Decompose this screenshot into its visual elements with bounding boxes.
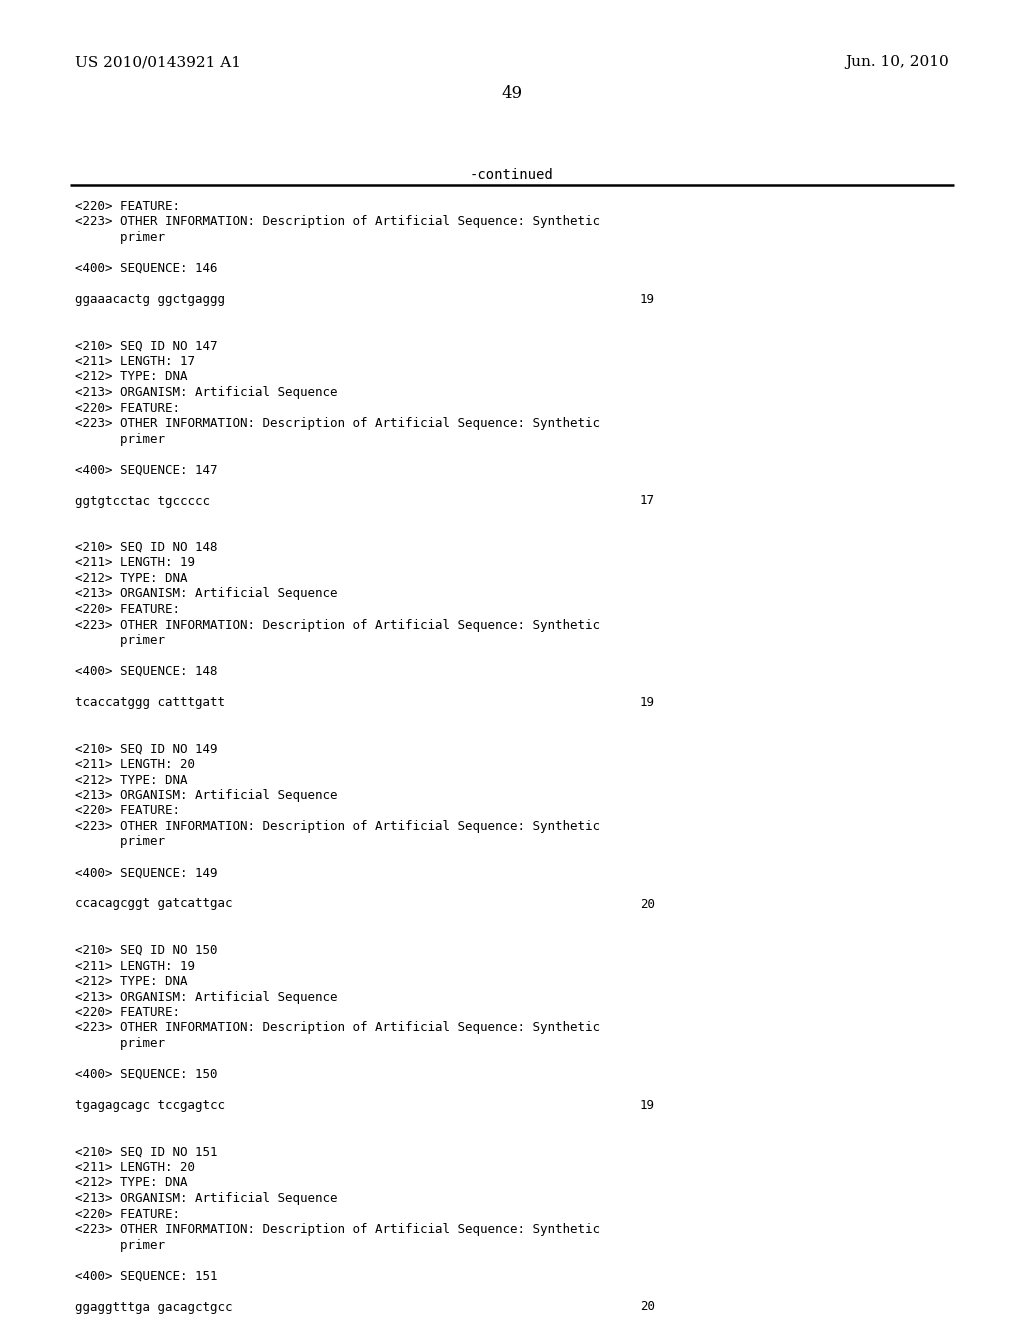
Text: 17: 17 [640, 495, 655, 507]
Text: US 2010/0143921 A1: US 2010/0143921 A1 [75, 55, 241, 69]
Text: primer: primer [75, 836, 165, 849]
Text: 19: 19 [640, 1100, 655, 1111]
Text: <211> LENGTH: 19: <211> LENGTH: 19 [75, 960, 195, 973]
Text: <220> FEATURE:: <220> FEATURE: [75, 1208, 180, 1221]
Text: 49: 49 [502, 84, 522, 102]
Text: <220> FEATURE:: <220> FEATURE: [75, 603, 180, 616]
Text: <210> SEQ ID NO 151: <210> SEQ ID NO 151 [75, 1146, 217, 1159]
Text: <400> SEQUENCE: 149: <400> SEQUENCE: 149 [75, 866, 217, 879]
Text: 19: 19 [640, 696, 655, 709]
Text: -continued: -continued [470, 168, 554, 182]
Text: <220> FEATURE:: <220> FEATURE: [75, 1006, 180, 1019]
Text: <212> TYPE: DNA: <212> TYPE: DNA [75, 1176, 187, 1189]
Text: <213> ORGANISM: Artificial Sequence: <213> ORGANISM: Artificial Sequence [75, 990, 338, 1003]
Text: ccacagcggt gatcattgac: ccacagcggt gatcattgac [75, 898, 232, 911]
Text: <213> ORGANISM: Artificial Sequence: <213> ORGANISM: Artificial Sequence [75, 385, 338, 399]
Text: <223> OTHER INFORMATION: Description of Artificial Sequence: Synthetic: <223> OTHER INFORMATION: Description of … [75, 820, 600, 833]
Text: <212> TYPE: DNA: <212> TYPE: DNA [75, 774, 187, 787]
Text: <212> TYPE: DNA: <212> TYPE: DNA [75, 371, 187, 384]
Text: primer: primer [75, 433, 165, 446]
Text: <223> OTHER INFORMATION: Description of Artificial Sequence: Synthetic: <223> OTHER INFORMATION: Description of … [75, 417, 600, 430]
Text: <213> ORGANISM: Artificial Sequence: <213> ORGANISM: Artificial Sequence [75, 789, 338, 803]
Text: <211> LENGTH: 17: <211> LENGTH: 17 [75, 355, 195, 368]
Text: 20: 20 [640, 1300, 655, 1313]
Text: <211> LENGTH: 20: <211> LENGTH: 20 [75, 758, 195, 771]
Text: <400> SEQUENCE: 146: <400> SEQUENCE: 146 [75, 261, 217, 275]
Text: primer: primer [75, 231, 165, 244]
Text: <400> SEQUENCE: 151: <400> SEQUENCE: 151 [75, 1270, 217, 1283]
Text: primer: primer [75, 1238, 165, 1251]
Text: <212> TYPE: DNA: <212> TYPE: DNA [75, 975, 187, 987]
Text: primer: primer [75, 634, 165, 647]
Text: <211> LENGTH: 20: <211> LENGTH: 20 [75, 1162, 195, 1173]
Text: primer: primer [75, 1038, 165, 1049]
Text: ggtgtcctac tgccccc: ggtgtcctac tgccccc [75, 495, 210, 507]
Text: <220> FEATURE:: <220> FEATURE: [75, 201, 180, 213]
Text: <220> FEATURE:: <220> FEATURE: [75, 804, 180, 817]
Text: <400> SEQUENCE: 148: <400> SEQUENCE: 148 [75, 665, 217, 678]
Text: Jun. 10, 2010: Jun. 10, 2010 [845, 55, 949, 69]
Text: <213> ORGANISM: Artificial Sequence: <213> ORGANISM: Artificial Sequence [75, 1192, 338, 1205]
Text: ggaggtttga gacagctgcc: ggaggtttga gacagctgcc [75, 1300, 232, 1313]
Text: <400> SEQUENCE: 150: <400> SEQUENCE: 150 [75, 1068, 217, 1081]
Text: <210> SEQ ID NO 147: <210> SEQ ID NO 147 [75, 339, 217, 352]
Text: <223> OTHER INFORMATION: Description of Artificial Sequence: Synthetic: <223> OTHER INFORMATION: Description of … [75, 1022, 600, 1035]
Text: <210> SEQ ID NO 149: <210> SEQ ID NO 149 [75, 742, 217, 755]
Text: <212> TYPE: DNA: <212> TYPE: DNA [75, 572, 187, 585]
Text: <223> OTHER INFORMATION: Description of Artificial Sequence: Synthetic: <223> OTHER INFORMATION: Description of … [75, 215, 600, 228]
Text: <213> ORGANISM: Artificial Sequence: <213> ORGANISM: Artificial Sequence [75, 587, 338, 601]
Text: <223> OTHER INFORMATION: Description of Artificial Sequence: Synthetic: <223> OTHER INFORMATION: Description of … [75, 1224, 600, 1236]
Text: 20: 20 [640, 898, 655, 911]
Text: <211> LENGTH: 19: <211> LENGTH: 19 [75, 557, 195, 569]
Text: 19: 19 [640, 293, 655, 306]
Text: <400> SEQUENCE: 147: <400> SEQUENCE: 147 [75, 463, 217, 477]
Text: <223> OTHER INFORMATION: Description of Artificial Sequence: Synthetic: <223> OTHER INFORMATION: Description of … [75, 619, 600, 631]
Text: tcaccatggg catttgatt: tcaccatggg catttgatt [75, 696, 225, 709]
Text: <210> SEQ ID NO 150: <210> SEQ ID NO 150 [75, 944, 217, 957]
Text: ggaaacactg ggctgaggg: ggaaacactg ggctgaggg [75, 293, 225, 306]
Text: tgagagcagc tccgagtcc: tgagagcagc tccgagtcc [75, 1100, 225, 1111]
Text: <210> SEQ ID NO 148: <210> SEQ ID NO 148 [75, 541, 217, 554]
Text: <220> FEATURE:: <220> FEATURE: [75, 401, 180, 414]
